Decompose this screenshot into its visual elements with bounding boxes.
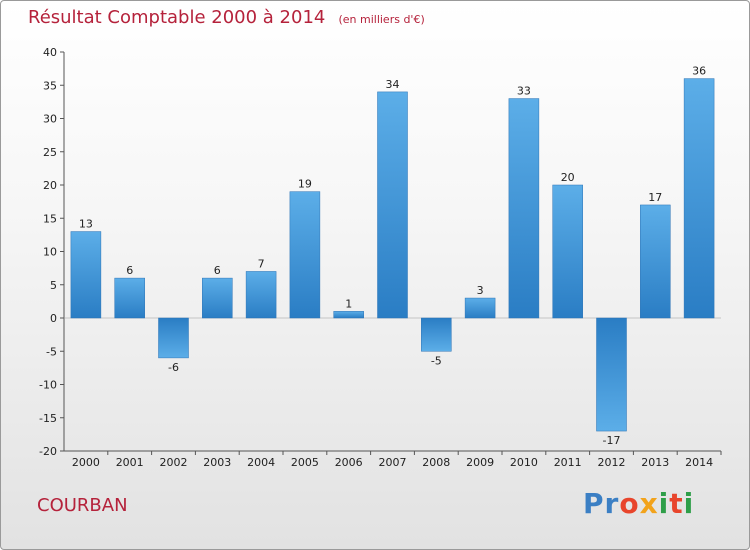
x-tick-label-2009: 2009 — [466, 456, 494, 469]
data-label-2002: -6 — [168, 361, 179, 374]
data-label-2003: 6 — [214, 264, 221, 277]
x-tick-label-2006: 2006 — [335, 456, 363, 469]
y-tick-label: -15 — [39, 412, 57, 425]
logo-letter: o — [619, 487, 640, 520]
chart-title: Résultat Comptable 2000 à 2014 — [28, 7, 326, 28]
x-tick-label-2011: 2011 — [554, 456, 582, 469]
x-tick-label-2000: 2000 — [72, 456, 100, 469]
y-tick-label: 30 — [43, 113, 57, 126]
y-tick-label: -10 — [39, 379, 57, 392]
data-label-2013: 17 — [648, 191, 662, 204]
data-label-2014: 36 — [692, 65, 706, 78]
x-tick-label-2010: 2010 — [510, 456, 538, 469]
y-tick-label: 25 — [43, 146, 57, 159]
data-label-2009: 3 — [477, 284, 484, 297]
x-tick-label-2002: 2002 — [160, 456, 188, 469]
logo-letter: x — [639, 487, 659, 520]
x-tick-label-2001: 2001 — [116, 456, 144, 469]
bar-2005 — [289, 191, 321, 319]
bar-2003 — [202, 277, 233, 319]
data-label-2006: 1 — [345, 297, 352, 310]
y-tick-label: 35 — [43, 79, 57, 92]
bar-2006 — [333, 311, 364, 319]
chart-axes: 40 35 30 25 20 15 10 5 0 -5 -10 -15 -20 2000 2001 2002 2… — [39, 46, 722, 469]
logo-letter: r — [604, 487, 620, 520]
x-tick-label-2007: 2007 — [379, 456, 407, 469]
data-label-2007: 34 — [386, 78, 400, 91]
logo-letter: P — [583, 487, 605, 520]
x-tick-label-2003: 2003 — [203, 456, 231, 469]
data-label-2012: -17 — [603, 434, 621, 447]
bar-2009 — [464, 297, 496, 319]
x-tick-label-2014: 2014 — [685, 456, 713, 469]
y-tick-label: 15 — [43, 212, 57, 225]
y-tick-label: 5 — [50, 279, 57, 292]
bar-2007 — [377, 91, 408, 319]
data-label-2001: 6 — [126, 264, 133, 277]
chart-bars — [70, 78, 715, 432]
y-tick-label: 10 — [43, 246, 57, 259]
bar-2011 — [552, 184, 583, 319]
x-tick-label-2012: 2012 — [598, 456, 626, 469]
bar-2010 — [508, 98, 540, 319]
data-label-2010: 33 — [517, 85, 531, 98]
bar-2012 — [596, 317, 627, 432]
y-tick-label: -20 — [39, 445, 57, 458]
commune-name: COURBAN — [37, 495, 128, 516]
y-tick-label: 20 — [43, 179, 57, 192]
x-tick-label-2005: 2005 — [291, 456, 319, 469]
proxiti-logo: Proxiti — [583, 487, 694, 520]
y-tick-label: -5 — [46, 345, 57, 358]
logo-letter: t — [669, 487, 684, 520]
bar-2000 — [70, 231, 102, 319]
x-tick-label-2004: 2004 — [247, 456, 275, 469]
logo-letter: i — [683, 487, 695, 520]
x-tick-label-2008: 2008 — [422, 456, 450, 469]
bar-2014 — [683, 78, 715, 319]
y-tick-label: 0 — [50, 312, 57, 325]
bar-2008 — [421, 317, 452, 352]
chart-subtitle: (en milliers d'€) — [338, 13, 425, 26]
bar-2002 — [158, 317, 189, 359]
y-tick-label: 40 — [43, 46, 57, 59]
data-label-2011: 20 — [561, 171, 575, 184]
data-label-2000: 13 — [79, 218, 93, 231]
bar-2001 — [114, 277, 145, 319]
data-label-2004: 7 — [258, 257, 265, 270]
bar-2004 — [245, 271, 277, 319]
data-label-2008: -5 — [431, 354, 442, 367]
logo-letter: i — [658, 487, 670, 520]
bar-2013 — [640, 204, 671, 319]
data-label-2005: 19 — [298, 178, 312, 191]
chart-title-block: Résultat Comptable 2000 à 2014 (en milli… — [28, 7, 425, 28]
x-tick-label-2013: 2013 — [641, 456, 669, 469]
